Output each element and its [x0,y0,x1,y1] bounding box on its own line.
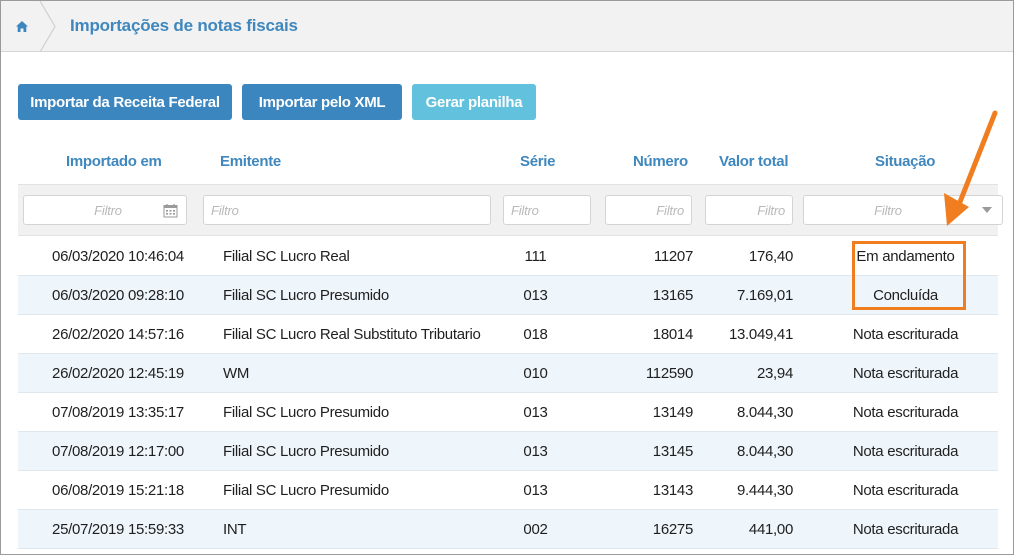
cell-serie: 018 [523,326,548,343]
cell-situacao: Nota escriturada [852,326,959,343]
filter-importado-em-input[interactable]: Filtro [23,195,187,225]
table-row[interactable]: 07/08/2019 13:35:17 Filial SC Lucro Pres… [18,393,998,432]
breadcrumb: Importações de notas fiscais [1,1,1013,52]
cell-importado-em: 06/03/2020 10:46:04 [52,248,184,265]
table-row[interactable]: 06/08/2019 15:21:18 Filial SC Lucro Pres… [18,471,998,510]
cell-valor-total: 441,00 [748,521,793,538]
cell-emitente: Filial SC Lucro Presumido [223,482,389,499]
filter-placeholder: Filtro [874,202,902,218]
cell-serie: 013 [523,287,548,304]
filter-serie-input[interactable]: Filtro [503,195,591,225]
cell-emitente: Filial SC Lucro Real [223,248,350,265]
cell-situacao: Em andamento [856,248,955,265]
table-row[interactable]: 26/02/2020 14:57:16 Filial SC Lucro Real… [18,315,998,354]
cell-valor-total: 13.049,41 [728,326,793,343]
cell-valor-total: 8.044,30 [737,443,793,460]
column-header-numero[interactable]: Número [633,153,688,170]
cell-importado-em: 25/07/2019 15:59:33 [52,521,184,538]
cell-valor-total: 7.169,01 [737,287,793,304]
status-highlight-box [852,241,966,310]
gerar-planilha-button[interactable]: Gerar planilha [412,84,536,120]
home-icon[interactable] [1,1,43,52]
cell-importado-em: 26/02/2020 14:57:16 [52,326,184,343]
filter-valor-total-input[interactable]: Filtro [705,195,793,225]
filter-placeholder: Filtro [757,202,785,218]
cell-numero: 13145 [652,443,694,460]
cell-valor-total: 23,94 [756,365,793,382]
cell-numero: 11207 [653,248,693,265]
filter-placeholder: Filtro [511,202,539,218]
filter-placeholder: Filtro [656,202,684,218]
annotation-arrow-icon [944,110,998,226]
table-row[interactable]: 26/02/2020 12:45:19 WM 010 112590 23,94 … [18,354,998,393]
column-header-situacao[interactable]: Situação [875,153,936,170]
chevron-down-icon[interactable] [982,207,992,214]
cell-numero: 112590 [645,365,693,382]
cell-serie: 010 [523,365,548,382]
cell-importado-em: 07/08/2019 13:35:17 [52,404,184,421]
table-row[interactable]: 07/08/2019 12:17:00 Filial SC Lucro Pres… [18,432,998,471]
cell-situacao: Nota escriturada [852,365,959,382]
import-receita-federal-button[interactable]: Importar da Receita Federal [18,84,232,120]
cell-emitente: INT [223,521,247,538]
cell-emitente: Filial SC Lucro Presumido [223,443,389,460]
cell-numero: 16275 [652,521,694,538]
cell-serie: 013 [523,482,548,499]
cell-situacao: Nota escriturada [852,443,959,460]
breadcrumb-separator-icon [39,1,56,52]
filter-situacao-select[interactable]: Filtro [803,195,1003,225]
cell-numero: 13149 [652,404,694,421]
calendar-icon[interactable] [163,203,178,218]
filter-emitente-input[interactable]: Filtro [203,195,491,225]
column-header-emitente[interactable]: Emitente [220,153,281,170]
cell-emitente: WM [223,365,250,382]
cell-serie: 013 [523,443,548,460]
cell-situacao: Nota escriturada [852,521,959,538]
page-title: Importações de notas fiscais [70,16,298,35]
column-header-importado-em[interactable]: Importado em [66,153,162,170]
cell-importado-em: 26/02/2020 12:45:19 [52,365,184,382]
cell-valor-total: 176,40 [748,248,793,265]
cell-numero: 18014 [652,326,694,343]
cell-emitente: Filial SC Lucro Real Substituto Tributar… [223,326,481,343]
cell-situacao: Nota escriturada [852,404,959,421]
filter-placeholder: Filtro [211,202,239,218]
import-xml-button[interactable]: Importar pelo XML [242,84,402,120]
table-row[interactable]: 06/03/2020 09:28:10 Filial SC Lucro Pres… [18,276,998,315]
cell-importado-em: 06/03/2020 09:28:10 [52,287,184,304]
table-row[interactable]: 06/03/2020 10:46:04 Filial SC Lucro Real… [18,237,998,276]
cell-serie: 002 [523,521,548,538]
cell-importado-em: 07/08/2019 12:17:00 [52,443,184,460]
column-header-serie[interactable]: Série [520,153,556,170]
cell-situacao: Concluída [873,287,938,304]
cell-emitente: Filial SC Lucro Presumido [223,404,389,421]
filter-numero-input[interactable]: Filtro [605,195,692,225]
cell-valor-total: 9.444,30 [737,482,793,499]
cell-serie: 013 [523,404,548,421]
cell-importado-em: 06/08/2019 15:21:18 [52,482,184,499]
cell-valor-total: 8.044,30 [737,404,793,421]
table-row[interactable]: 25/07/2019 15:59:33 INT 002 16275 441,00… [18,510,998,549]
filter-placeholder: Filtro [94,202,122,218]
cell-serie: 111 [524,248,547,265]
cell-numero: 13143 [652,482,694,499]
cell-emitente: Filial SC Lucro Presumido [223,287,389,304]
cell-situacao: Nota escriturada [852,482,959,499]
cell-numero: 13165 [652,287,694,304]
column-header-valor-total[interactable]: Valor total [719,153,789,170]
